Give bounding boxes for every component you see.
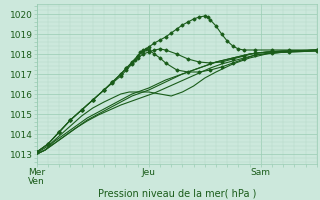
X-axis label: Pression niveau de la mer( hPa ): Pression niveau de la mer( hPa ): [98, 189, 256, 199]
